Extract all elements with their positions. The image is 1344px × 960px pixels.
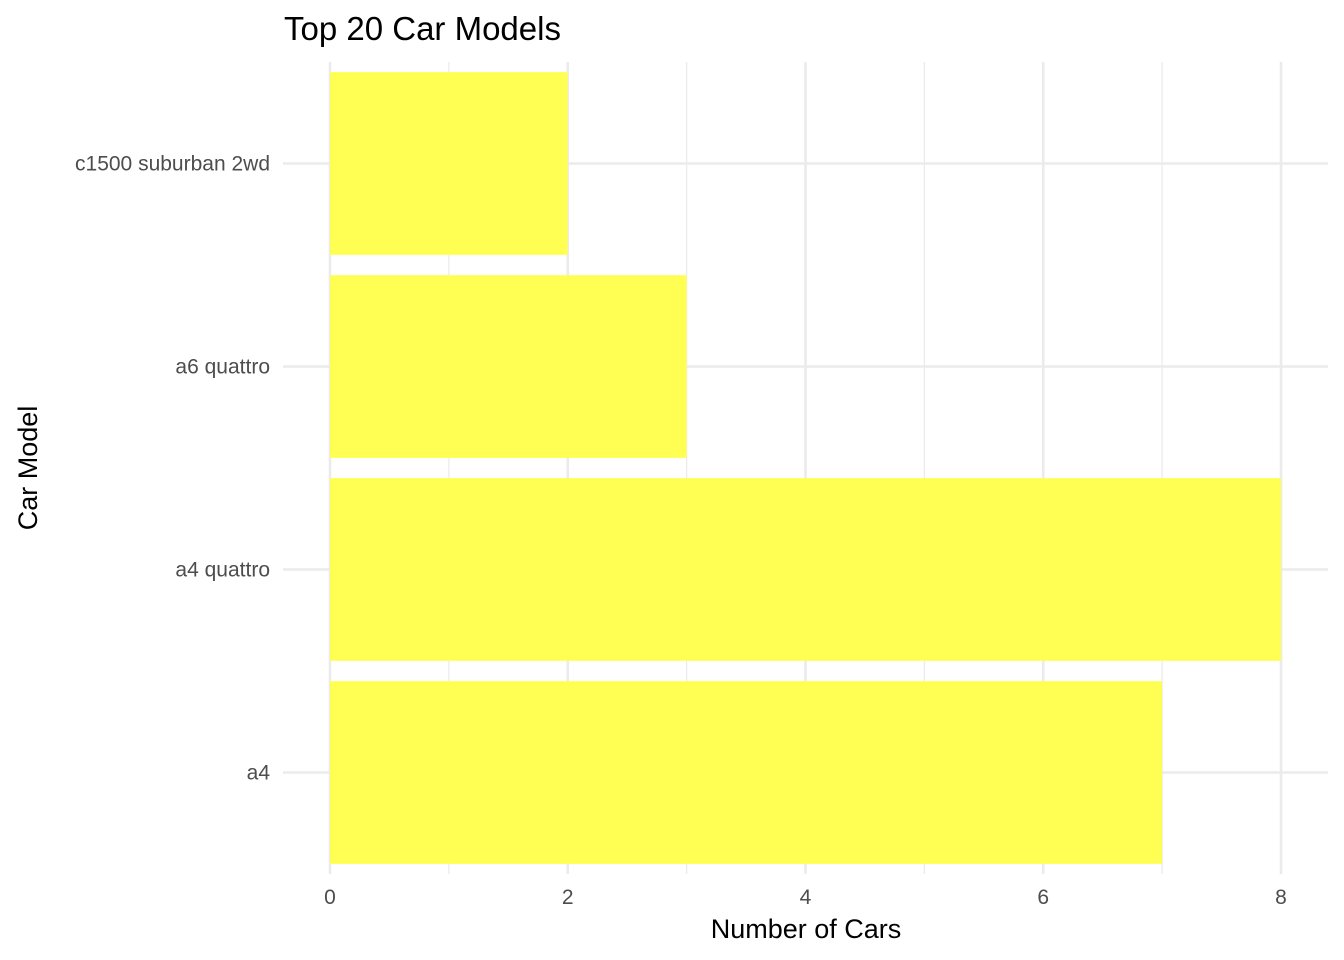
x-tick-label: 8: [1275, 886, 1287, 909]
bar-a4: [330, 681, 1163, 864]
x-tick-label: 4: [800, 886, 812, 909]
bar-a4-quattro: [330, 478, 1281, 661]
bars-layer: [330, 72, 1281, 864]
y-tick-label: c1500 suburban 2wd: [75, 153, 270, 176]
ticks-layer: a4 a4 quattro a6 quattro c1500 suburban 2wd…: [75, 153, 1287, 910]
x-tick-label: 0: [324, 886, 336, 909]
y-tick-label: a6 quattro: [175, 356, 270, 379]
x-tick-label: 2: [562, 886, 574, 909]
bar-a6-quattro: [330, 275, 687, 458]
y-tick-label: a4 quattro: [175, 559, 270, 582]
chart-title: Top 20 Car Models: [284, 10, 561, 47]
y-axis-title: Car Model: [13, 406, 43, 531]
bar-c1500-suburban-2wd: [330, 72, 568, 255]
x-axis-title: Number of Cars: [711, 914, 902, 944]
x-tick-label: 6: [1037, 886, 1049, 909]
y-tick-label: a4: [247, 762, 271, 785]
